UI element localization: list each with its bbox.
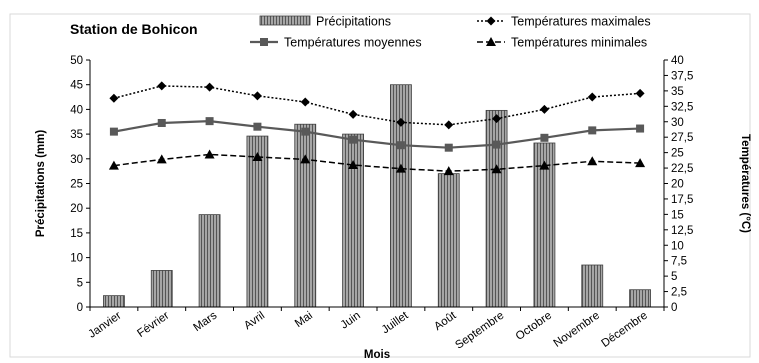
right-tick-label: 20 [671, 179, 684, 191]
point-temp-ratures-moyennes-9 [540, 133, 549, 142]
bar-janvier [103, 295, 125, 308]
point-temp-ratures-maximales-8 [492, 114, 502, 124]
point-temp-ratures-moyennes-0 [109, 127, 118, 136]
bar-mai [294, 123, 317, 308]
legend-marker-temp-ratures-maximales [486, 16, 496, 26]
left-tick-label: 30 [70, 154, 83, 166]
point-temp-ratures-maximales-4 [300, 97, 310, 107]
bar-février [150, 270, 173, 308]
left-tick-label: 45 [70, 80, 83, 92]
right-axis-title: Températures (°C) [739, 134, 751, 233]
lines-layer [108, 81, 646, 176]
point-temp-ratures-moyennes-4 [301, 127, 310, 136]
axes-layer [86, 59, 668, 311]
point-temp-ratures-maximales-5 [348, 109, 358, 119]
left-tick-label: 0 [77, 302, 83, 314]
point-temp-ratures-moyennes-1 [157, 118, 166, 127]
right-tick-label: 37,5 [671, 70, 693, 82]
point-temp-ratures-maximales-9 [539, 104, 549, 114]
point-temp-ratures-maximales-2 [205, 82, 215, 92]
legend-marker-temp-ratures-minimales [486, 37, 496, 46]
x-axis-title: Mois [364, 349, 390, 361]
line-temp-ratures-maximales [113, 85, 641, 126]
left-tick-label: 25 [70, 179, 83, 191]
point-temp-ratures-minimales-10 [587, 156, 598, 166]
left-tick-label: 40 [70, 104, 83, 116]
point-temp-ratures-moyennes-3 [253, 122, 262, 131]
legend-label-pr-cipitations: Précipitations [316, 15, 391, 29]
legend-label-temp-ratures-moyennes: Températures moyennes [284, 36, 422, 50]
legend-label-temp-ratures-maximales: Températures maximales [511, 15, 651, 29]
left-axis-title: Précipitations (mm) [35, 130, 47, 238]
legend-swatch-pr-cipitations [259, 15, 311, 26]
left-tick-label: 35 [70, 129, 83, 141]
point-temp-ratures-minimales-9 [539, 160, 550, 170]
bar-août [437, 173, 460, 308]
left-tick-label: 15 [70, 228, 83, 240]
bar-décembre [629, 289, 651, 308]
left-tick-label: 50 [70, 55, 83, 67]
right-tick-label: 30 [671, 117, 684, 129]
point-temp-ratures-minimales-2 [204, 149, 215, 159]
point-temp-ratures-maximales-3 [252, 91, 262, 101]
point-temp-ratures-minimales-11 [635, 158, 646, 168]
point-temp-ratures-moyennes-6 [396, 141, 405, 150]
bar-novembre [581, 264, 604, 308]
right-tick-label: 7,5 [671, 256, 687, 268]
point-temp-ratures-minimales-3 [252, 151, 263, 161]
right-tick-label: 35 [671, 86, 684, 98]
point-temp-ratures-maximales-10 [587, 92, 597, 102]
point-temp-ratures-moyennes-5 [349, 135, 358, 144]
legend-label-temp-ratures-minimales: Températures minimales [511, 36, 647, 50]
point-temp-ratures-minimales-6 [395, 163, 406, 173]
bar-septembre [485, 109, 508, 308]
right-tick-label: 10 [671, 240, 684, 252]
point-temp-ratures-minimales-4 [300, 154, 311, 164]
point-temp-ratures-maximales-1 [157, 81, 167, 91]
point-temp-ratures-minimales-5 [348, 159, 359, 169]
left-tick-label: 20 [70, 203, 83, 215]
chart-frame [9, 13, 751, 358]
right-tick-label: 22,5 [671, 163, 693, 175]
right-tick-label: 40 [671, 55, 684, 67]
point-temp-ratures-minimales-7 [443, 166, 454, 176]
legend-marker-temp-ratures-moyennes [260, 38, 268, 46]
point-temp-ratures-minimales-8 [491, 164, 502, 174]
right-tick-label: 2,5 [671, 287, 687, 299]
left-tick-label: 5 [77, 277, 83, 289]
right-tick-label: 5 [671, 271, 677, 283]
line-temp-ratures-moyennes [113, 120, 641, 149]
point-temp-ratures-moyennes-8 [492, 140, 501, 149]
right-tick-label: 17,5 [671, 194, 693, 206]
bar-avril [246, 135, 269, 308]
legend: Précipitations Températures maximales Temp… [250, 15, 651, 50]
point-temp-ratures-maximales-0 [109, 93, 119, 103]
chart-title: Station de Bohicon [70, 21, 198, 37]
point-temp-ratures-moyennes-7 [444, 143, 453, 152]
right-tick-label: 27,5 [671, 132, 693, 144]
line-temp-ratures-minimales [113, 153, 641, 172]
point-temp-ratures-moyennes-2 [205, 117, 214, 126]
bar-mars [198, 214, 221, 308]
point-temp-ratures-maximales-6 [396, 117, 406, 127]
right-tick-label: 0 [671, 302, 677, 314]
right-tick-label: 12,5 [671, 225, 693, 237]
left-tick-label: 10 [70, 253, 83, 265]
right-tick-label: 25 [671, 148, 684, 160]
right-tick-label: 15 [671, 209, 684, 221]
point-temp-ratures-maximales-11 [635, 88, 645, 98]
point-temp-ratures-maximales-7 [444, 120, 454, 130]
point-temp-ratures-minimales-0 [108, 160, 119, 170]
point-temp-ratures-minimales-1 [156, 154, 167, 164]
point-temp-ratures-moyennes-10 [588, 126, 597, 135]
point-temp-ratures-moyennes-11 [636, 124, 645, 133]
right-tick-label: 32,5 [671, 101, 693, 113]
